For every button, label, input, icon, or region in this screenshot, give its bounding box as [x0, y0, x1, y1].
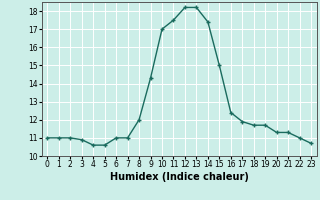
X-axis label: Humidex (Indice chaleur): Humidex (Indice chaleur)	[110, 172, 249, 182]
